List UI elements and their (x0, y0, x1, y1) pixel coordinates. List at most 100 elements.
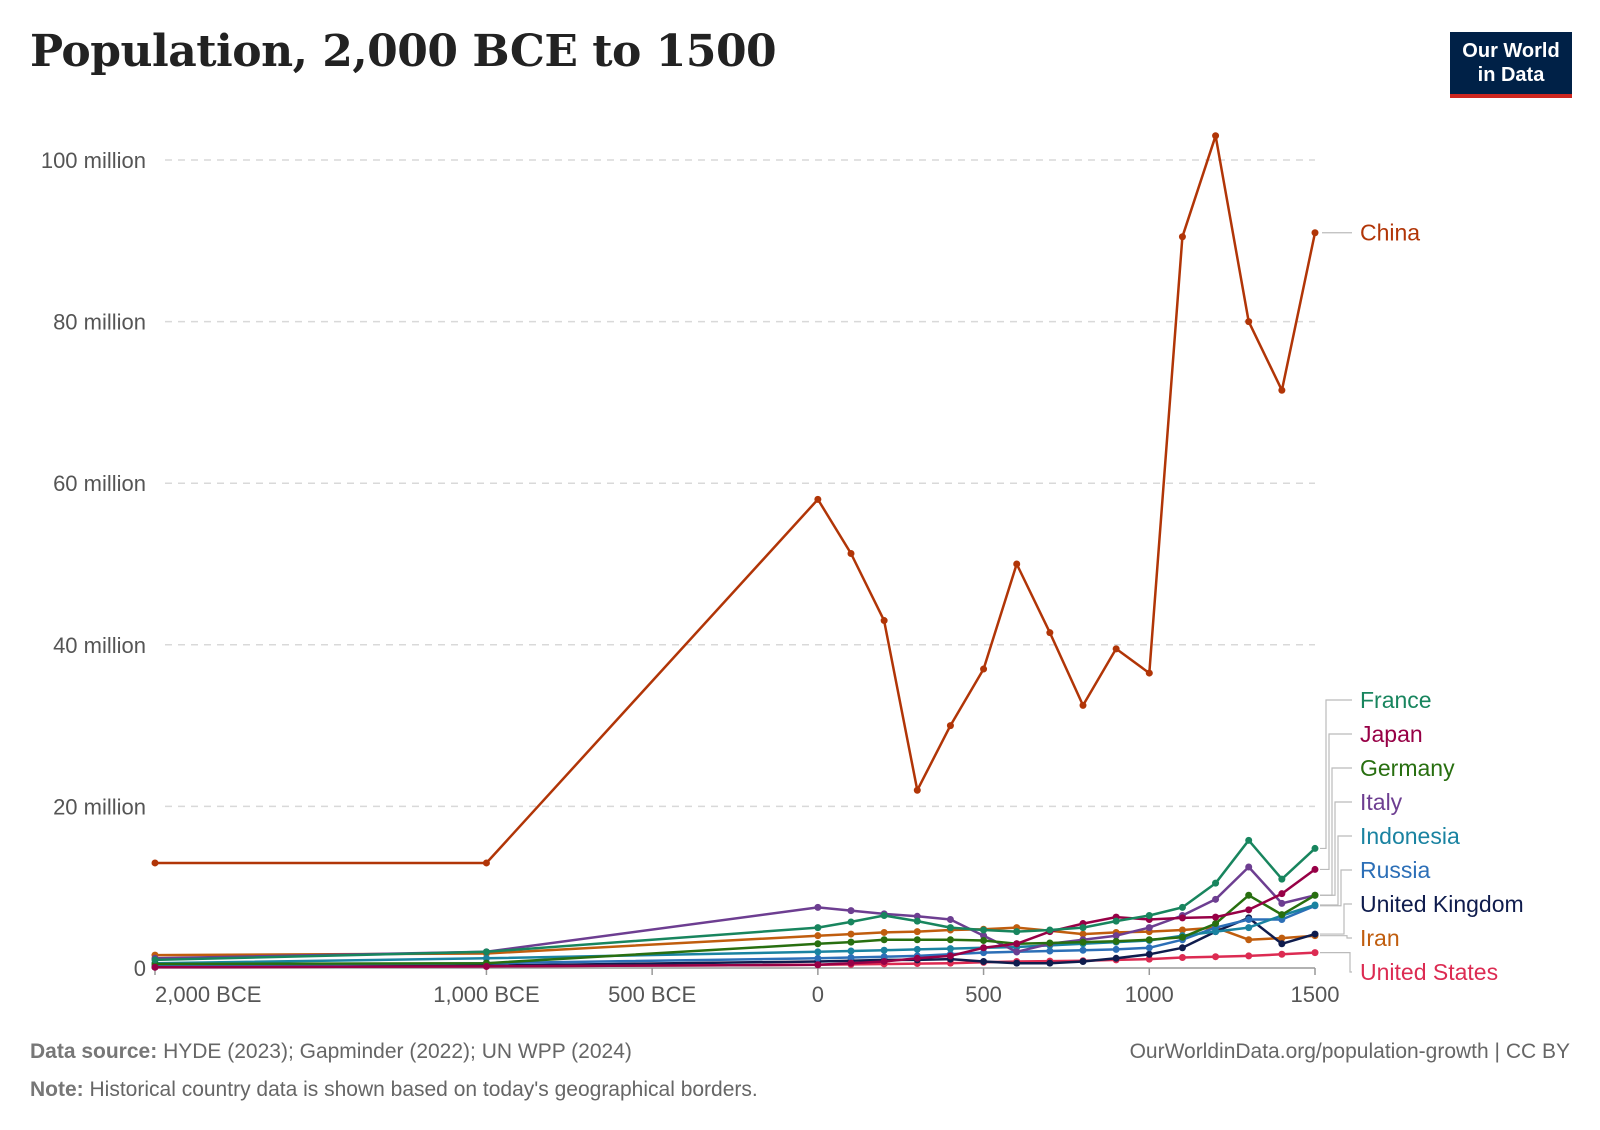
point-indonesia-17[interactable] (1311, 901, 1319, 909)
point-france-0[interactable] (151, 956, 159, 964)
point-france-16[interactable] (1278, 875, 1286, 883)
series-line-russia[interactable] (154, 904, 1316, 967)
series-line-germany[interactable] (154, 894, 1316, 966)
point-russia-9[interactable] (1046, 947, 1054, 955)
point-italy-6[interactable] (946, 916, 954, 924)
point-germany-15[interactable] (1245, 891, 1253, 899)
point-russia-11[interactable] (1112, 945, 1120, 953)
point-japan-16[interactable] (1278, 890, 1286, 898)
point-germany-16[interactable] (1278, 911, 1286, 919)
point-iran-3[interactable] (847, 930, 855, 938)
point-china-17[interactable] (1311, 229, 1319, 237)
point-russia-15[interactable] (1245, 916, 1253, 924)
series-line-japan[interactable] (154, 868, 1316, 969)
point-italy-8[interactable] (1013, 948, 1021, 956)
series-line-france[interactable] (154, 839, 1316, 962)
point-japan-1[interactable] (482, 962, 490, 970)
point-japan-15[interactable] (1245, 906, 1253, 914)
point-united-kingdom-11[interactable] (1112, 954, 1120, 962)
point-france-10[interactable] (1079, 924, 1087, 932)
point-germany-10[interactable] (1079, 938, 1087, 946)
point-germany-6[interactable] (946, 936, 954, 944)
point-united-states-14[interactable] (1212, 953, 1220, 961)
point-indonesia-4[interactable] (880, 946, 888, 954)
point-iran-16[interactable] (1278, 934, 1286, 942)
point-iran-15[interactable] (1245, 936, 1253, 944)
point-france-17[interactable] (1311, 844, 1319, 852)
point-indonesia-5[interactable] (913, 945, 921, 953)
point-united-kingdom-13[interactable] (1178, 944, 1186, 952)
legend-label-france[interactable]: France (1360, 687, 1432, 713)
point-china-4[interactable] (880, 617, 888, 625)
point-italy-15[interactable] (1245, 863, 1253, 871)
legend-label-indonesia[interactable]: Indonesia (1360, 823, 1460, 849)
point-japan-0[interactable] (151, 963, 159, 971)
point-russia-7[interactable] (980, 949, 988, 957)
point-germany-4[interactable] (880, 936, 888, 944)
point-france-14[interactable] (1212, 879, 1220, 887)
point-france-13[interactable] (1178, 903, 1186, 911)
point-united-kingdom-12[interactable] (1145, 950, 1153, 958)
point-iran-13[interactable] (1178, 926, 1186, 934)
point-united-states-16[interactable] (1278, 950, 1286, 958)
point-japan-8[interactable] (1013, 940, 1021, 948)
point-united-states-12[interactable] (1145, 955, 1153, 963)
point-italy-2[interactable] (814, 903, 822, 911)
point-united-kingdom-9[interactable] (1046, 959, 1054, 967)
point-italy-16[interactable] (1278, 899, 1286, 907)
point-italy-7[interactable] (980, 932, 988, 940)
point-france-1[interactable] (482, 948, 490, 956)
point-france-9[interactable] (1046, 926, 1054, 934)
point-japan-13[interactable] (1178, 914, 1186, 922)
point-china-13[interactable] (1178, 233, 1186, 241)
point-germany-9[interactable] (1046, 939, 1054, 947)
point-france-12[interactable] (1145, 911, 1153, 919)
point-united-kingdom-8[interactable] (1013, 959, 1021, 967)
point-iran-4[interactable] (880, 928, 888, 936)
point-france-8[interactable] (1013, 928, 1021, 936)
point-china-9[interactable] (1046, 629, 1054, 637)
point-china-16[interactable] (1278, 386, 1286, 394)
point-russia-4[interactable] (880, 953, 888, 961)
point-germany-12[interactable] (1145, 936, 1153, 944)
point-china-6[interactable] (946, 722, 954, 730)
point-china-7[interactable] (980, 665, 988, 673)
point-china-0[interactable] (151, 859, 159, 867)
point-germany-3[interactable] (847, 938, 855, 946)
legend-label-china[interactable]: China (1360, 220, 1420, 246)
point-france-2[interactable] (814, 924, 822, 932)
point-indonesia-1[interactable] (482, 954, 490, 962)
point-japan-14[interactable] (1212, 913, 1220, 921)
point-united-kingdom-16[interactable] (1278, 940, 1286, 948)
point-china-8[interactable] (1013, 560, 1021, 568)
owid-logo[interactable]: Our World in Data (1450, 32, 1572, 98)
point-japan-3[interactable] (847, 959, 855, 967)
point-germany-7[interactable] (980, 937, 988, 945)
point-china-14[interactable] (1212, 132, 1220, 140)
point-japan-7[interactable] (980, 944, 988, 952)
legend-label-united-states[interactable]: United States (1360, 959, 1498, 985)
legend-label-iran[interactable]: Iran (1360, 925, 1400, 951)
point-iran-2[interactable] (814, 932, 822, 940)
point-china-15[interactable] (1245, 318, 1253, 326)
point-indonesia-2[interactable] (814, 948, 822, 956)
point-germany-17[interactable] (1311, 891, 1319, 899)
point-china-1[interactable] (482, 859, 490, 867)
point-united-kingdom-10[interactable] (1079, 958, 1087, 966)
point-italy-11[interactable] (1112, 932, 1120, 940)
point-japan-6[interactable] (946, 952, 954, 960)
point-united-kingdom-17[interactable] (1311, 930, 1319, 938)
series-line-italy[interactable] (154, 865, 1316, 960)
point-china-2[interactable] (814, 495, 822, 503)
point-indonesia-6[interactable] (946, 945, 954, 953)
point-germany-11[interactable] (1112, 937, 1120, 945)
point-france-7[interactable] (980, 926, 988, 934)
point-italy-12[interactable] (1145, 924, 1153, 932)
point-russia-3[interactable] (847, 953, 855, 961)
point-united-states-15[interactable] (1245, 952, 1253, 960)
point-germany-2[interactable] (814, 940, 822, 948)
point-china-3[interactable] (847, 549, 855, 557)
point-russia-12[interactable] (1145, 944, 1153, 952)
point-russia-10[interactable] (1079, 946, 1087, 954)
point-china-5[interactable] (913, 786, 921, 794)
